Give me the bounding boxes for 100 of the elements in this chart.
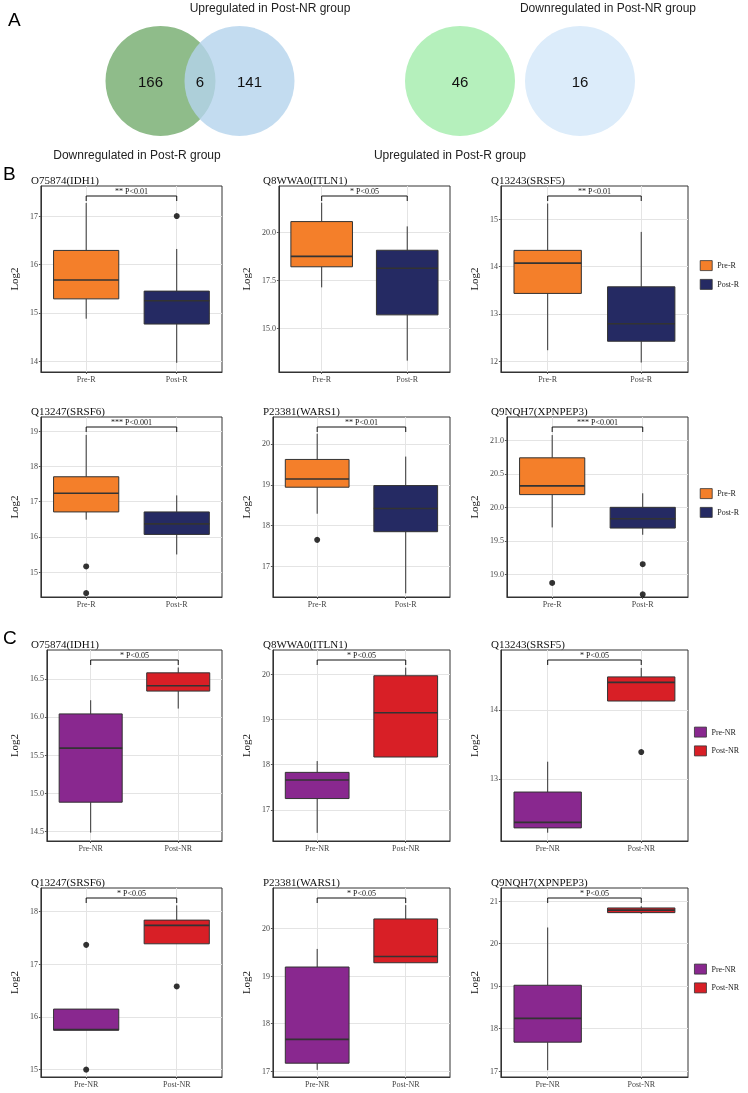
y-axis-title: Log2 xyxy=(239,733,252,758)
annotation: * P<0.05 xyxy=(349,186,379,196)
y-tick-label: 17.5 xyxy=(261,275,276,285)
y-tick-label: 14 xyxy=(489,705,498,715)
x-tick-label: Post-R xyxy=(396,374,419,384)
y-tick-label: 17 xyxy=(261,805,270,815)
y-tick-label: 14 xyxy=(489,261,498,271)
legend-label: Pre-R xyxy=(717,489,737,499)
chart-title: Q8WWA0(ITLN1) xyxy=(263,173,348,187)
y-tick-label: 20.5 xyxy=(489,469,504,479)
chart-title: Q13247(SRSF6) xyxy=(31,404,106,418)
y-tick-label: 13 xyxy=(489,309,498,319)
legend-label: Pre-R xyxy=(717,261,737,271)
y-tick-label: 15.5 xyxy=(29,750,44,760)
y-tick-label: 19 xyxy=(261,480,270,490)
legend-label: Post-NR xyxy=(711,746,740,756)
y-tick-label: 17 xyxy=(29,211,38,221)
x-tick-label: Pre-NR xyxy=(73,1079,100,1089)
category-label: Upregulated in Post-NR group xyxy=(189,1,351,15)
chart-title: Q13243(SRSF5) xyxy=(491,173,566,187)
y-tick-label: 20.0 xyxy=(489,502,504,512)
chart-title: Q9NQH7(XPNPEP3) xyxy=(491,875,588,889)
y-tick-label: 19.0 xyxy=(489,569,504,579)
x-tick-label: Post-NR xyxy=(162,1079,192,1089)
x-tick-label: Pre-NR xyxy=(535,1079,561,1089)
x-tick-label: Post-NR xyxy=(391,1079,421,1089)
y-tick-label: 16.0 xyxy=(29,712,44,722)
y-tick-label: 19.5 xyxy=(489,536,504,546)
category-label: Downregulated in Post-R group xyxy=(53,148,222,162)
y-tick-label: 15.0 xyxy=(29,788,44,798)
x-tick-label: Post-NR xyxy=(627,1079,656,1089)
legend-label: Post-R xyxy=(717,279,740,289)
y-tick-label: 17 xyxy=(261,1066,270,1076)
legend-label: Pre-NR xyxy=(711,727,737,737)
annotation: * P<0.05 xyxy=(346,888,376,898)
chart-title: P23381(WARS1) xyxy=(263,404,341,418)
x-tick-label: Post-NR xyxy=(164,843,193,853)
chart-title: Q13243(SRSF5) xyxy=(491,637,566,651)
y-tick-label: 18 xyxy=(29,462,38,472)
x-tick-label: Pre-NR xyxy=(304,843,331,853)
x-tick-label: Post-R xyxy=(630,374,653,384)
y-axis-title: Log2 xyxy=(467,495,480,519)
x-tick-label: Pre-R xyxy=(307,599,328,609)
chart-title: Q13247(SRSF6) xyxy=(31,875,106,889)
y-tick-label: 19 xyxy=(29,426,38,436)
chart-title: O75874(IDH1) xyxy=(31,637,100,651)
y-axis-title: Log2 xyxy=(7,495,20,519)
y-tick-label: 15 xyxy=(29,567,38,577)
y-tick-label: 16 xyxy=(29,532,38,542)
category-label: Upregulated in Post-R group xyxy=(373,148,527,162)
y-axis-title: Log2 xyxy=(467,267,480,291)
legend-label: Post-NR xyxy=(711,983,740,993)
x-tick-label: Pre-NR xyxy=(304,1079,331,1089)
x-tick-label: Post-NR xyxy=(391,843,421,853)
y-axis-title: Log2 xyxy=(7,267,20,291)
y-tick-label: 16 xyxy=(29,259,38,269)
y-tick-label: 16.5 xyxy=(29,674,44,684)
y-tick-label: 19 xyxy=(261,971,270,981)
y-axis-title: Log2 xyxy=(467,733,480,758)
x-tick-label: Post-R xyxy=(394,599,418,609)
y-tick-label: 20 xyxy=(261,439,270,449)
x-tick-label: Post-NR xyxy=(627,843,656,853)
data-label: 46 xyxy=(451,72,469,90)
annotation: * P<0.05 xyxy=(346,650,376,660)
y-tick-label: 13 xyxy=(489,774,498,784)
text: A xyxy=(8,9,21,30)
x-tick-label: Pre-R xyxy=(538,374,558,384)
y-tick-label: 15 xyxy=(29,1065,38,1075)
y-tick-label: 15.0 xyxy=(261,323,276,333)
category-label: Downregulated in Post-NR group xyxy=(519,1,697,15)
annotation: * P<0.05 xyxy=(579,888,609,898)
y-axis-title: Log2 xyxy=(467,970,480,995)
y-tick-label: 15 xyxy=(489,214,498,224)
y-axis-title: Log2 xyxy=(239,267,252,291)
y-tick-label: 16 xyxy=(29,1012,38,1022)
y-tick-label: 20 xyxy=(489,939,498,949)
y-tick-label: 15 xyxy=(29,308,38,318)
text: B xyxy=(3,163,16,184)
y-tick-label: 18 xyxy=(261,1019,270,1029)
y-tick-label: 12 xyxy=(489,356,498,366)
y-axis-title: Log2 xyxy=(7,970,20,995)
y-tick-label: 17 xyxy=(29,959,38,969)
legend-label: Pre-NR xyxy=(711,964,737,974)
y-tick-label: 18 xyxy=(489,1024,498,1034)
x-tick-label: Pre-R xyxy=(76,374,97,384)
y-tick-label: 18 xyxy=(261,760,270,770)
x-tick-label: Pre-NR xyxy=(535,843,561,853)
data-label: 6 xyxy=(195,72,205,90)
data-label: 141 xyxy=(236,72,263,90)
x-tick-label: Post-R xyxy=(165,599,189,609)
y-axis-title: Log2 xyxy=(239,970,252,995)
y-axis-title: Log2 xyxy=(239,495,252,519)
data-label: 166 xyxy=(137,72,164,90)
y-tick-label: 17 xyxy=(29,497,38,507)
chart-title: P23381(WARS1) xyxy=(263,875,341,889)
x-tick-label: Pre-NR xyxy=(78,843,104,853)
x-tick-label: Pre-R xyxy=(542,599,563,609)
y-tick-label: 19 xyxy=(489,981,498,991)
annotation: *** P<0.001 xyxy=(576,417,618,427)
legend-label: Post-R xyxy=(717,507,740,517)
